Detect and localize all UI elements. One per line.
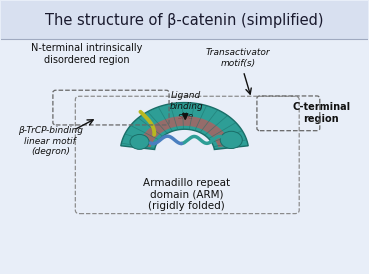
Text: C-terminal
region: C-terminal region bbox=[292, 102, 350, 124]
Text: Transactivator
motif(s): Transactivator motif(s) bbox=[206, 48, 270, 68]
Text: Ligand
binding
site: Ligand binding site bbox=[169, 92, 203, 121]
Polygon shape bbox=[121, 102, 248, 150]
Text: Armadillo repeat
domain (ARM)
(rigidly folded): Armadillo repeat domain (ARM) (rigidly f… bbox=[143, 178, 230, 211]
Text: β-TrCP-binding
linear motif
(degron): β-TrCP-binding linear motif (degron) bbox=[18, 126, 83, 156]
Circle shape bbox=[220, 131, 242, 149]
FancyBboxPatch shape bbox=[1, 1, 368, 39]
Text: N-terminal intrinsically
disordered region: N-terminal intrinsically disordered regi… bbox=[31, 43, 143, 65]
Circle shape bbox=[130, 135, 149, 149]
Text: The structure of β-catenin (simplified): The structure of β-catenin (simplified) bbox=[45, 13, 324, 28]
Polygon shape bbox=[138, 116, 231, 147]
